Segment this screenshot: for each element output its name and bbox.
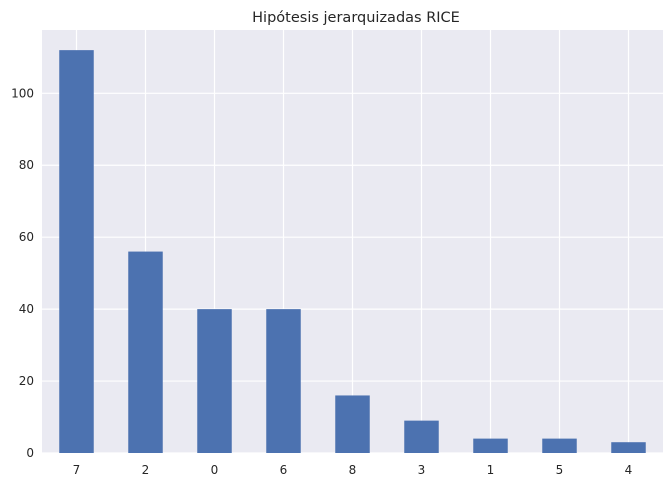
- bar-8: [335, 395, 370, 453]
- bar-2: [128, 251, 163, 453]
- x-tick-label: 6: [280, 463, 288, 477]
- bar-6: [266, 309, 301, 453]
- bar-4: [611, 442, 646, 453]
- y-tick-label: 100: [11, 86, 34, 100]
- y-tick-label: 0: [26, 446, 34, 460]
- y-tick-label: 80: [19, 158, 34, 172]
- bar-3: [404, 420, 439, 453]
- x-tick-label: 8: [349, 463, 357, 477]
- x-tick-label: 5: [556, 463, 564, 477]
- bar-1: [473, 438, 508, 453]
- y-tick-label: 60: [19, 230, 34, 244]
- x-tick-label: 7: [73, 463, 81, 477]
- x-tick-label: 1: [487, 463, 495, 477]
- y-axis-ticks: 0 20 40 60 80 100: [11, 86, 34, 460]
- bar-0: [197, 309, 232, 453]
- x-axis-ticks: 7 2 0 6 8 3 1 5 4: [73, 463, 633, 477]
- x-tick-label: 3: [418, 463, 426, 477]
- x-tick-label: 4: [625, 463, 633, 477]
- x-tick-label: 0: [211, 463, 219, 477]
- x-tick-label: 2: [142, 463, 150, 477]
- chart-title: Hipótesis jerarquizadas RICE: [252, 10, 460, 26]
- bars: [59, 50, 646, 454]
- bar-5: [542, 438, 577, 453]
- y-tick-label: 20: [19, 374, 34, 388]
- y-tick-label: 40: [19, 302, 34, 316]
- bar-7: [59, 50, 94, 454]
